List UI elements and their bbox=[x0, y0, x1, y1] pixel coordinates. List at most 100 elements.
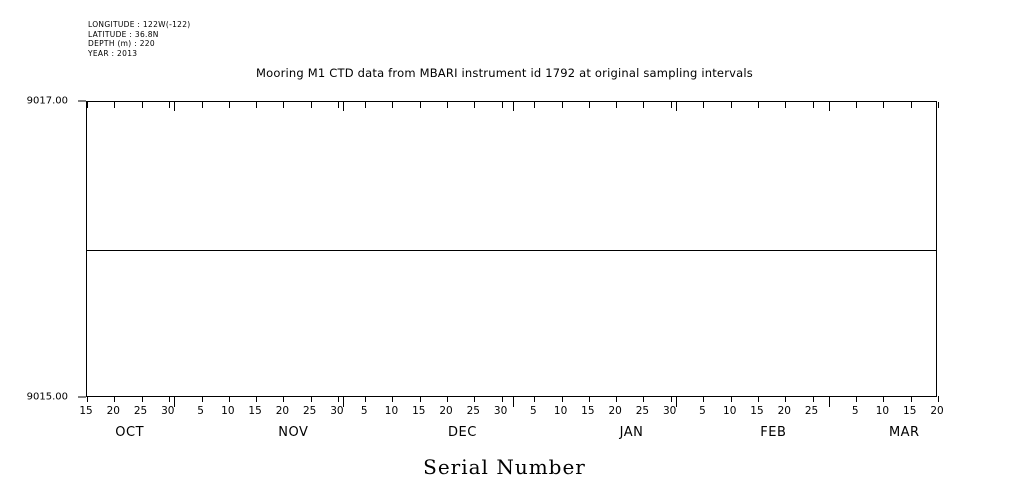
x-axis-tick-label: 10 bbox=[553, 405, 568, 417]
axis-tick bbox=[616, 102, 618, 108]
axis-tick bbox=[419, 102, 421, 108]
x-axis-tick-label: 15 bbox=[750, 405, 764, 417]
axis-tick bbox=[730, 396, 732, 402]
x-axis-tick-label: 15 bbox=[581, 405, 595, 417]
axis-tick bbox=[256, 102, 258, 108]
axis-tick bbox=[561, 102, 563, 108]
month-label: NOV bbox=[278, 425, 309, 440]
month-boundary-tick bbox=[174, 396, 176, 407]
metadata-latitude: LATITUDE : 36.8N bbox=[88, 29, 159, 39]
axis-tick bbox=[474, 102, 476, 108]
month-boundary-tick bbox=[343, 102, 345, 111]
x-axis-tick-label: 5 bbox=[851, 405, 859, 417]
x-axis-tick-label: 15 bbox=[79, 405, 93, 417]
axis-tick bbox=[757, 102, 759, 108]
x-axis-tick-label: 25 bbox=[635, 405, 650, 417]
x-axis-tick-label: 20 bbox=[608, 405, 622, 417]
axis-tick bbox=[310, 396, 312, 402]
axis-tick bbox=[643, 396, 645, 402]
x-axis-tick-label: 25 bbox=[466, 405, 480, 417]
x-axis-tick-label: 30 bbox=[161, 405, 175, 417]
axis-tick bbox=[534, 102, 536, 108]
axis-tick bbox=[670, 396, 672, 402]
axis-tick bbox=[938, 396, 939, 402]
axis-tick bbox=[561, 396, 563, 402]
y-axis-tick bbox=[78, 100, 86, 102]
axis-tick bbox=[337, 396, 339, 402]
axis-tick bbox=[883, 396, 885, 402]
x-axis-tick-label: 5 bbox=[360, 405, 368, 417]
month-label: OCT bbox=[115, 425, 145, 440]
axis-tick bbox=[228, 396, 230, 402]
x-axis-tick-label: 20 bbox=[275, 405, 290, 417]
axis-tick bbox=[474, 396, 476, 402]
metadata-depth: DEPTH (m) : 220 bbox=[88, 39, 155, 49]
axis-tick bbox=[310, 102, 312, 108]
axis-tick bbox=[365, 102, 367, 108]
month-boundary-tick bbox=[676, 102, 678, 111]
axis-tick bbox=[283, 396, 285, 402]
axis-tick bbox=[228, 102, 230, 108]
axis-tick bbox=[938, 102, 939, 108]
data-series-line bbox=[87, 250, 936, 251]
axis-tick bbox=[856, 102, 858, 108]
axis-tick bbox=[757, 396, 759, 402]
axis-tick bbox=[141, 102, 143, 108]
axis-tick bbox=[812, 102, 814, 108]
x-axis-tick-label: 15 bbox=[412, 405, 426, 417]
month-boundary-tick bbox=[512, 396, 514, 407]
axis-tick bbox=[168, 102, 170, 108]
axis-tick bbox=[114, 102, 116, 108]
x-axis-tick-label: 20 bbox=[930, 405, 944, 417]
axis-tick bbox=[785, 396, 787, 402]
x-axis-month-labels: OCT NOV DEC JAN FEB MAR bbox=[86, 425, 937, 445]
month-boundary-tick bbox=[174, 102, 176, 111]
metadata-year: YEAR : 2013 bbox=[88, 48, 138, 58]
x-axis-tick-label: 5 bbox=[197, 405, 204, 417]
axis-tick bbox=[670, 102, 672, 108]
axis-tick bbox=[87, 102, 88, 108]
x-axis-title: Serial Number bbox=[423, 455, 586, 479]
month-boundary-tick bbox=[828, 102, 830, 111]
axis-tick bbox=[365, 396, 367, 402]
axis-tick bbox=[141, 396, 143, 402]
axis-tick bbox=[447, 102, 449, 108]
axis-tick bbox=[392, 102, 394, 108]
x-axis-tick-label: 20 bbox=[777, 405, 791, 417]
axis-tick bbox=[883, 102, 885, 108]
axis-tick bbox=[87, 396, 88, 402]
axis-tick bbox=[910, 102, 912, 108]
y-axis-labels: 9017.00 9015.00 bbox=[0, 96, 86, 403]
axis-tick bbox=[419, 396, 421, 402]
axis-tick bbox=[616, 396, 618, 402]
month-label: DEC bbox=[447, 425, 477, 440]
month-boundary-tick bbox=[676, 396, 678, 407]
y-axis-label: 9017.00 bbox=[26, 95, 68, 107]
month-boundary-tick bbox=[512, 102, 514, 111]
axis-tick bbox=[643, 102, 645, 108]
axis-tick bbox=[337, 102, 339, 108]
x-axis-tick-label: 5 bbox=[529, 405, 537, 417]
axis-tick bbox=[785, 102, 787, 108]
axis-tick bbox=[703, 396, 705, 402]
x-axis-tick-label: 15 bbox=[248, 405, 262, 417]
y-axis-label: 9015.00 bbox=[26, 391, 68, 403]
x-axis-tick-label: 30 bbox=[330, 405, 344, 417]
axis-tick bbox=[588, 102, 590, 108]
x-axis-tick-label: 25 bbox=[133, 405, 148, 417]
x-axis-tick-label: 10 bbox=[723, 405, 737, 417]
plot-frame bbox=[86, 101, 939, 407]
axis-tick bbox=[730, 102, 732, 108]
metadata-block: LONGITUDE : 122W(-122) LATITUDE : 36.8N … bbox=[88, 20, 191, 58]
x-axis-tick-label: 20 bbox=[439, 405, 453, 417]
x-axis-tick-label: 20 bbox=[106, 405, 120, 417]
x-axis-tick-label: 10 bbox=[384, 405, 399, 417]
metadata-longitude: LONGITUDE : 122W(-122) bbox=[88, 20, 191, 29]
axis-tick bbox=[283, 102, 285, 108]
month-label: MAR bbox=[888, 425, 920, 440]
month-boundary-tick bbox=[343, 396, 345, 407]
x-axis-tick-label: 5 bbox=[699, 405, 706, 417]
axis-tick bbox=[447, 396, 449, 402]
axis-tick bbox=[812, 396, 814, 402]
